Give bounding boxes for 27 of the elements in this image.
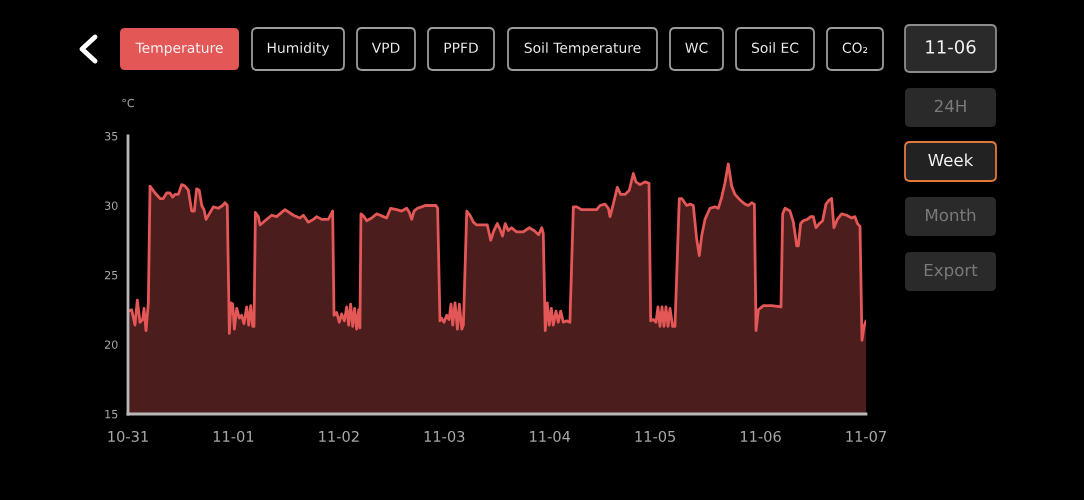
text: PPFD bbox=[444, 42, 478, 53]
text: Week bbox=[928, 153, 974, 167]
text: Soil Temperature bbox=[524, 42, 641, 56]
text: VPD bbox=[371, 42, 400, 53]
x-tick-label: 11-06 bbox=[740, 430, 781, 442]
text: WC bbox=[685, 42, 708, 54]
y-tick-label: 35 bbox=[104, 131, 118, 141]
x-tick-label: 11-04 bbox=[530, 430, 571, 442]
text: Temperature bbox=[135, 42, 223, 56]
y-tick-label: 25 bbox=[104, 270, 118, 280]
text: Soil EC bbox=[751, 42, 799, 54]
y-tick-label: 20 bbox=[104, 340, 118, 349]
y-tick-label: 15 bbox=[105, 410, 118, 419]
text: Export bbox=[924, 263, 978, 280]
x-tick-label: 11-07 bbox=[846, 430, 886, 442]
x-tick-label: 11-05 bbox=[635, 430, 676, 442]
x-tick-label: 11-01 bbox=[213, 430, 254, 442]
x-tick-label: 11-03 bbox=[424, 430, 465, 442]
y-tick-label: 30 bbox=[104, 201, 118, 210]
x-tick-label: 11-02 bbox=[319, 430, 359, 442]
text: Month bbox=[926, 208, 976, 222]
x-tick-label: 10-31 bbox=[108, 430, 148, 442]
text: 11-06 bbox=[926, 40, 976, 54]
text: Humidity bbox=[267, 42, 330, 56]
y-axis-title: °C bbox=[122, 98, 135, 108]
text: CO₂ bbox=[842, 42, 868, 54]
text: 24H bbox=[934, 99, 966, 113]
